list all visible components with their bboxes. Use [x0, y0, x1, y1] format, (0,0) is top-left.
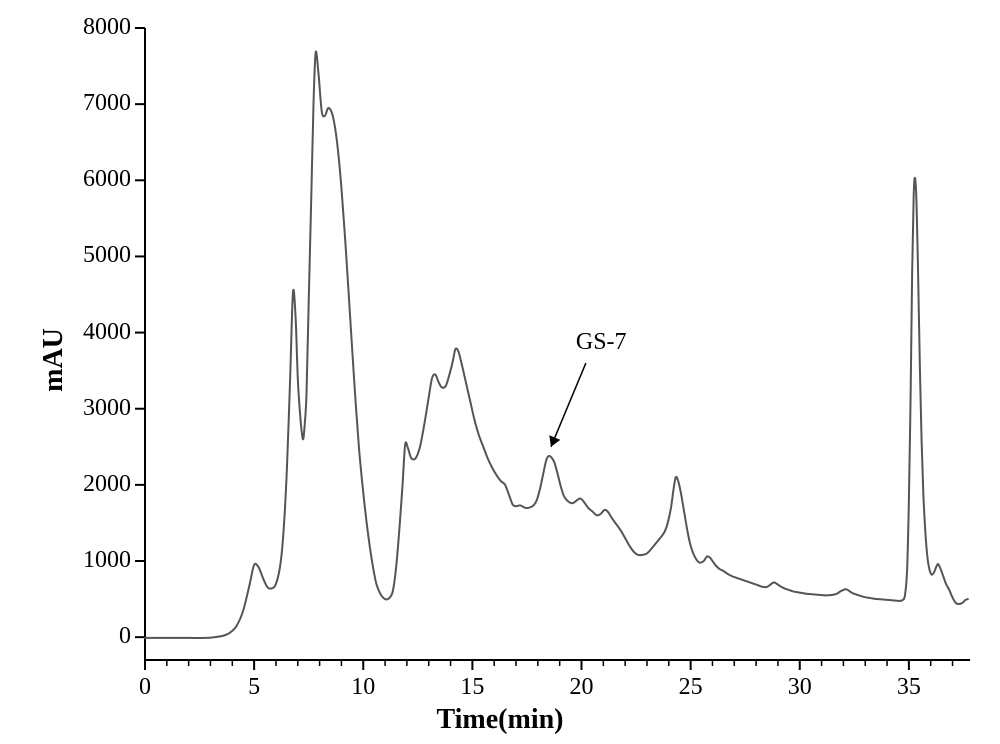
x-tick-label: 35 — [884, 674, 934, 701]
x-tick-label: 25 — [666, 674, 716, 701]
y-tick-label: 0 — [61, 623, 131, 650]
y-tick-label: 2000 — [61, 471, 131, 498]
y-tick-label: 7000 — [61, 90, 131, 117]
y-tick-label: 6000 — [61, 166, 131, 193]
x-axis-label: Time(min) — [0, 704, 1000, 736]
x-tick-label: 5 — [229, 674, 279, 701]
chromatogram-chart — [0, 0, 1000, 744]
y-tick-label: 5000 — [61, 242, 131, 269]
y-tick-label: 1000 — [61, 547, 131, 574]
annotation-gs7-label: GS-7 — [576, 329, 627, 356]
y-tick-label: 3000 — [61, 395, 131, 422]
x-tick-label: 20 — [557, 674, 607, 701]
x-tick-label: 0 — [120, 674, 170, 701]
x-tick-label: 10 — [338, 674, 388, 701]
chart-container: mAU Time(min) GS-7 051015202530350100020… — [0, 0, 1000, 744]
y-tick-label: 4000 — [61, 319, 131, 346]
y-tick-label: 8000 — [61, 14, 131, 41]
x-tick-label: 15 — [447, 674, 497, 701]
x-tick-label: 30 — [775, 674, 825, 701]
